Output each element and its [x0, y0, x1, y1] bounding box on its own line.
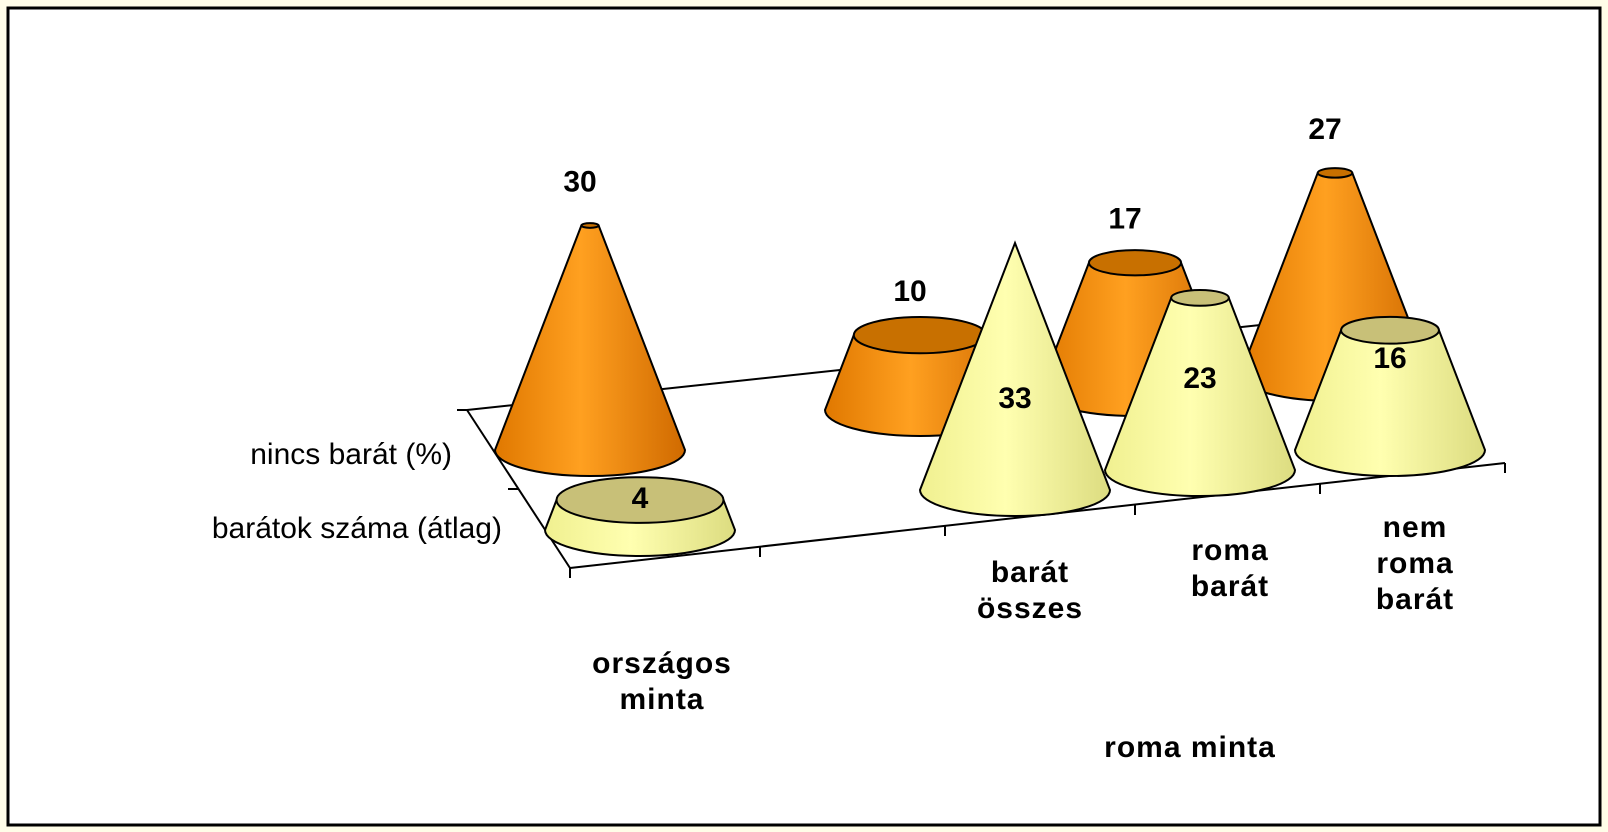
value-label: 33: [998, 382, 1031, 415]
cone-top: [1087, 249, 1183, 277]
value-label: 17: [1108, 203, 1141, 236]
cone: [918, 240, 1112, 517]
cone: [1103, 296, 1297, 497]
cone-top: [1170, 288, 1230, 307]
cone-top: [1316, 167, 1354, 179]
cone: [493, 224, 687, 477]
category-label: országos minta: [592, 647, 732, 716]
legend-entry: nincs barát (%): [250, 438, 452, 471]
value-label: 27: [1308, 113, 1341, 146]
cone-top: [555, 476, 725, 524]
cone: [1293, 329, 1487, 477]
value-label: 16: [1373, 342, 1406, 375]
cone-top: [852, 316, 988, 355]
group-label: roma minta: [1104, 731, 1276, 764]
category-label: roma barát: [1190, 534, 1270, 603]
value-label: 4: [632, 482, 649, 515]
category-label: nem roma barát: [1375, 511, 1455, 616]
category-label: barát összes: [976, 556, 1084, 625]
value-label: 23: [1183, 362, 1216, 395]
cone-top: [580, 222, 600, 229]
value-label: 30: [563, 165, 596, 198]
legend-entry: barátok száma (átlag): [212, 512, 502, 545]
cone-top: [1340, 315, 1440, 345]
value-label: 10: [893, 275, 926, 308]
